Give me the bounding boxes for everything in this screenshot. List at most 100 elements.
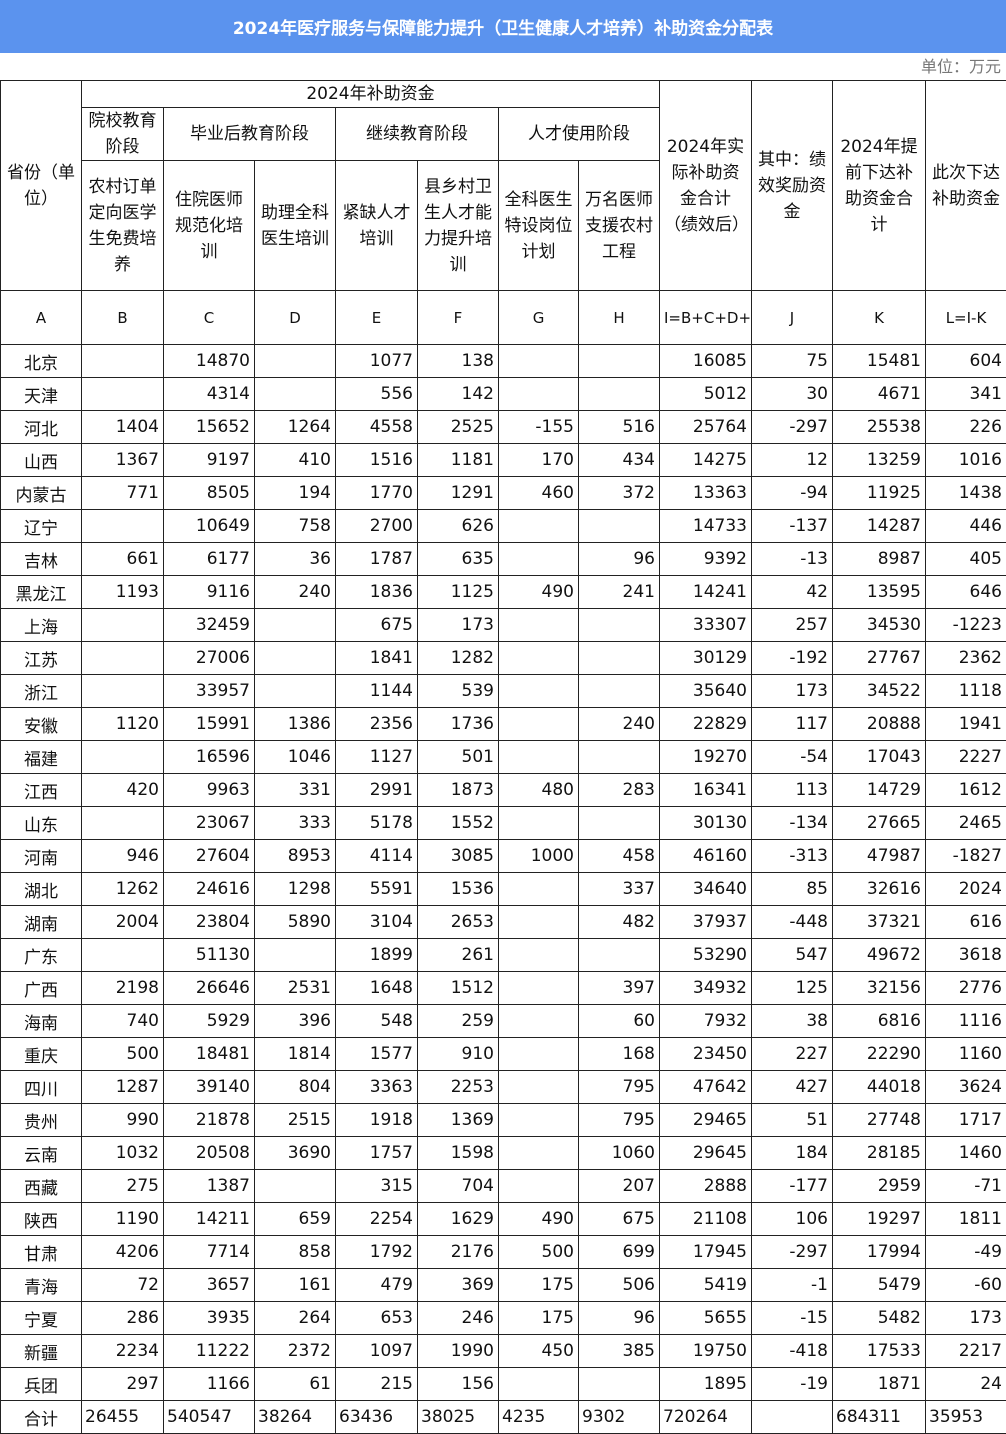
value-cell: 1648 [336,972,418,1005]
value-cell: 500 [82,1038,164,1071]
value-cell [499,1071,579,1104]
value-cell [499,1005,579,1038]
column-letter: G [499,291,579,345]
value-cell: 1077 [336,345,418,378]
value-cell [82,642,164,675]
value-cell: 1118 [926,675,1006,708]
value-cell: -134 [752,807,833,840]
value-cell: 1046 [255,741,336,774]
value-cell: 397 [579,972,660,1005]
value-cell: 259 [418,1005,499,1038]
value-cell: 5890 [255,906,336,939]
value-cell: 646 [926,576,1006,609]
value-cell: 1160 [926,1038,1006,1071]
value-cell [499,708,579,741]
value-cell: 1127 [336,741,418,774]
province-cell: 黑龙江 [1,576,82,609]
value-cell: 184 [752,1137,833,1170]
value-cell [579,675,660,708]
value-cell: 2653 [418,906,499,939]
province-cell: 吉林 [1,543,82,576]
value-cell: 14870 [164,345,255,378]
province-cell: 西藏 [1,1170,82,1203]
value-cell: 6177 [164,543,255,576]
value-cell: 32459 [164,609,255,642]
value-cell: 758 [255,510,336,543]
value-cell: -1827 [926,840,1006,873]
province-cell: 福建 [1,741,82,774]
value-cell: -177 [752,1170,833,1203]
value-cell: 15652 [164,411,255,444]
value-cell: 1871 [833,1368,926,1401]
value-cell: 1552 [418,807,499,840]
value-cell: 53290 [660,939,752,972]
value-cell: 1612 [926,774,1006,807]
value-cell: 4114 [336,840,418,873]
value-cell: 297 [82,1368,164,1401]
value-cell: 240 [255,576,336,609]
value-cell [579,1368,660,1401]
value-cell: 4206 [82,1236,164,1269]
value-cell: 1895 [660,1368,752,1401]
value-cell [82,378,164,411]
value-cell [579,609,660,642]
province-cell: 河北 [1,411,82,444]
header-stage-school: 院校教育阶段 [82,108,164,161]
value-cell: 1516 [336,444,418,477]
value-cell: 39140 [164,1071,255,1104]
value-cell: 699 [579,1236,660,1269]
value-cell: 661 [82,543,164,576]
value-cell: 1387 [164,1170,255,1203]
province-cell: 青海 [1,1269,82,1302]
value-cell: 604 [926,345,1006,378]
value-cell [255,1170,336,1203]
value-cell: 9197 [164,444,255,477]
value-cell: 11222 [164,1335,255,1368]
value-cell: 410 [255,444,336,477]
unit-label: 单位：万元 [0,53,1006,80]
value-cell: 1287 [82,1071,164,1104]
value-cell: 286 [82,1302,164,1335]
value-cell: 34530 [833,609,926,642]
province-cell: 甘肃 [1,1236,82,1269]
value-cell: 1460 [926,1137,1006,1170]
value-cell: -1223 [926,609,1006,642]
value-cell: 38 [752,1005,833,1038]
province-cell: 天津 [1,378,82,411]
value-cell: 14733 [660,510,752,543]
value-cell: 60 [579,1005,660,1038]
value-cell: 14211 [164,1203,255,1236]
value-cell: 946 [82,840,164,873]
value-cell: 1918 [336,1104,418,1137]
value-cell: 1298 [255,873,336,906]
value-cell: 173 [418,609,499,642]
value-cell: 125 [752,972,833,1005]
value-cell: 5178 [336,807,418,840]
value-cell: 804 [255,1071,336,1104]
value-cell: 17043 [833,741,926,774]
value-cell: 653 [336,1302,418,1335]
province-cell: 宁夏 [1,1302,82,1335]
value-cell: 1841 [336,642,418,675]
value-cell: 1097 [336,1335,418,1368]
value-cell: 1016 [926,444,1006,477]
value-cell [499,675,579,708]
header-col-K: 2024年提前下达补助资金合计 [833,81,926,291]
value-cell: 385 [579,1335,660,1368]
value-cell: 4558 [336,411,418,444]
value-cell: 460 [499,477,579,510]
value-cell: 1264 [255,411,336,444]
value-cell: 450 [499,1335,579,1368]
value-cell: 2198 [82,972,164,1005]
value-cell: 27006 [164,642,255,675]
value-cell: 1787 [336,543,418,576]
header-col-L: 此次下达补助资金 [926,81,1006,291]
value-cell: 23450 [660,1038,752,1071]
